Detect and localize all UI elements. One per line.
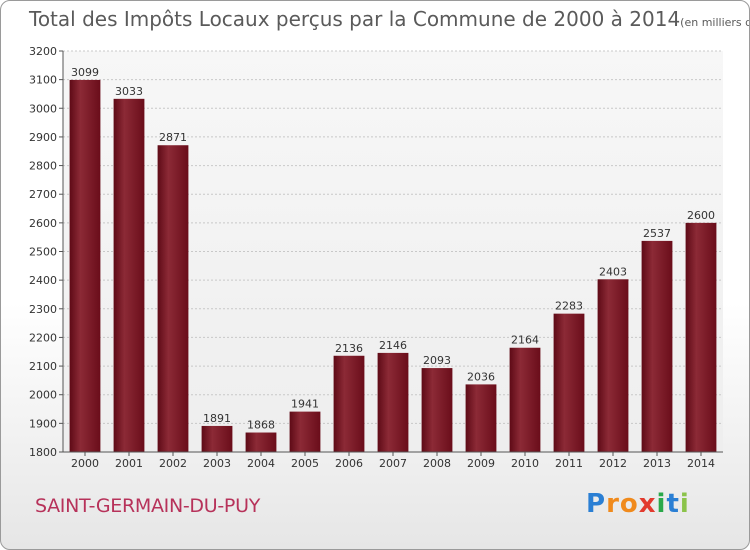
logo-letter: t [666,489,680,519]
logo-letter: P [586,489,607,519]
x-tick-label: 2011 [555,457,583,470]
x-tick-label: 2014 [687,457,715,470]
data-label: 1941 [291,398,319,411]
logo-letter: i [656,489,667,519]
data-label: 2283 [555,300,583,313]
data-label: 1891 [203,412,231,425]
logo-letter: o [619,489,639,519]
y-tick-label: 2100 [29,360,57,373]
data-label: 2146 [379,339,407,352]
y-tick-label: 2400 [29,274,57,287]
y-tick-label: 1900 [29,417,57,430]
y-axis: 1800 1900 2000 2100 2200 2300 2400 2500 2600 2700… [29,45,64,459]
x-tick-label: 2004 [247,457,275,470]
y-tick-label: 2700 [29,188,57,201]
x-tick-label: 2002 [159,457,187,470]
y-tick-label: 2300 [29,303,57,316]
x-axis: 2000 2001 2002 2003 2004 2005 2006 2007 2008 2009… [63,451,723,470]
data-label: 1868 [247,419,275,432]
bar [553,313,585,452]
x-tick-label: 2009 [467,457,495,470]
data-label: 3033 [115,85,143,98]
bar [509,347,541,452]
bars [69,79,717,453]
logo-letter: i [679,489,690,519]
bar [113,98,145,453]
y-tick-label: 3000 [29,102,57,115]
bar [289,411,321,452]
data-label: 2093 [423,354,451,367]
x-tick-label: 2010 [511,457,539,470]
chart-title-unit: (en milliers d'€) [680,16,749,29]
x-tick-label: 2001 [115,457,143,470]
y-tick-label: 3100 [29,74,57,87]
bar [245,432,277,452]
bar [201,425,233,452]
y-tick-label: 3200 [29,45,57,58]
y-tick-label: 2500 [29,246,57,259]
logo-letter: r [606,489,620,519]
data-label: 2871 [159,131,187,144]
y-tick-label: 2600 [29,217,57,230]
data-label: 2537 [643,227,671,240]
commune-name: SAINT-GERMAIN-DU-PUY [35,495,260,517]
data-labels: 3099 3033 2871 1891 1868 1941 2136 2146 2093 2036… [71,66,715,432]
y-tick-label: 2200 [29,331,57,344]
bar [377,352,409,452]
x-tick-label: 2003 [203,457,231,470]
chart-title-text: Total des Impôts Locaux perçus par la Co… [29,7,681,31]
chart-title: Total des Impôts Locaux perçus par la Co… [29,7,749,31]
y-tick-label: 2900 [29,131,57,144]
bar [333,355,365,452]
y-tick-label: 2800 [29,160,57,173]
bar [685,222,717,452]
data-label: 3099 [71,66,99,79]
y-tick-label: 2000 [29,389,57,402]
data-label: 2164 [511,334,539,347]
bar [465,384,497,452]
x-tick-label: 2012 [599,457,627,470]
x-tick-label: 2013 [643,457,671,470]
x-tick-label: 2005 [291,457,319,470]
bar [421,368,453,452]
x-tick-label: 2007 [379,457,407,470]
y-tick-label: 1800 [29,446,57,459]
x-tick-label: 2008 [423,457,451,470]
bar [157,145,189,453]
x-tick-label: 2000 [71,457,99,470]
bar [597,279,629,452]
data-label: 2036 [467,370,495,383]
proxiti-logo: Proxiti [586,489,690,519]
bar [69,79,101,452]
logo-letter: x [638,489,657,519]
data-label: 2600 [687,209,715,222]
data-label: 2136 [335,342,363,355]
data-label: 2403 [599,265,627,278]
bar [641,240,673,452]
x-tick-label: 2006 [335,457,363,470]
